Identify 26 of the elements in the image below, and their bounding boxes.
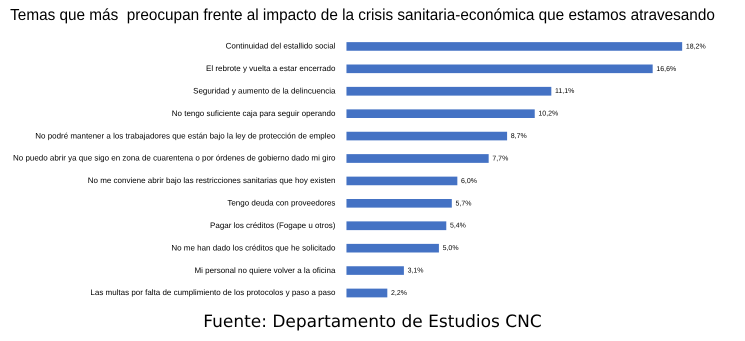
bar — [346, 109, 535, 118]
y-tick-label: No puedo abrir ya que sigo en zona de cuarentena o por órdenes de gobierno dado mi giro — [12, 154, 336, 163]
y-tick-label: Pagar los créditos (Fogape u otros) — [210, 220, 336, 230]
bar — [346, 288, 388, 298]
y-tick-label: Las multas por falta de cumplimiento de los protocolos y paso a paso — [90, 288, 336, 298]
bar — [346, 244, 439, 252]
y-tick-label: Continuidad del estallido social — [226, 42, 336, 51]
bar — [346, 132, 508, 140]
y-tick-label: No tengo suficiente caja para seguir operando — [172, 108, 336, 118]
bar — [346, 154, 489, 163]
y-tick-label: El rebrote y vuelta a estar encerrado — [206, 64, 336, 74]
bar — [346, 176, 458, 186]
chart-title: Temas que más preocupan frente al impacto de la crisis sanitaria-económica que estamos atravesando — [10, 6, 716, 24]
bar — [346, 221, 446, 230]
y-tick-label: No me conviene abrir bajo las restricciones sanitarias que hoy existen — [88, 176, 336, 186]
bar — [346, 42, 682, 51]
y-tick-label: Mi personal no quiere volver a la oficina — [194, 266, 336, 275]
bar — [346, 64, 653, 74]
source-note: Fuente: Departamento de Estudios CNC — [202, 312, 543, 332]
y-tick-label: Seguridad y aumento de la delincuencia — [193, 86, 336, 96]
y-tick-label: No me han dado los créditos que he solicitado — [171, 243, 336, 252]
bar — [346, 266, 404, 275]
y-tick-label: No podré mantener a los trabajadores que están bajo la ley de protección de empleo — [35, 131, 336, 140]
bar — [346, 198, 452, 208]
bar — [346, 86, 552, 96]
y-tick-label: Tengo deuda con proveedores — [227, 198, 336, 208]
